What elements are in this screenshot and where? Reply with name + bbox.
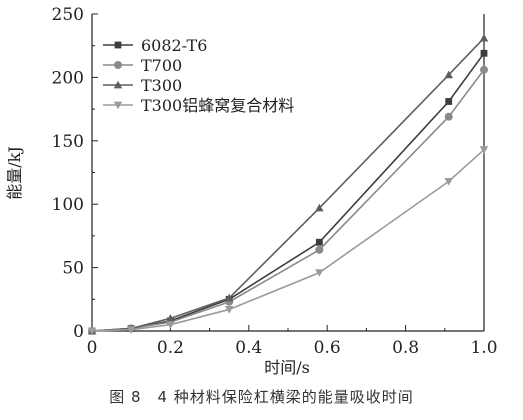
x-tick-label: 0.2 [157, 338, 184, 358]
data-point [479, 33, 489, 42]
data-point [166, 321, 175, 329]
y-tick-label: 200 [52, 68, 84, 88]
data-point [87, 327, 97, 336]
data-point [479, 146, 489, 154]
legend-label: T700 [141, 56, 182, 75]
x-tick-label: 0 [87, 338, 98, 358]
x-tick-label: 0.6 [314, 338, 341, 358]
legend-marker [113, 80, 123, 89]
legend-item: T700 [103, 56, 182, 75]
data-point [444, 70, 453, 79]
data-point [126, 326, 136, 334]
x-tick-label: 1.0 [470, 338, 497, 358]
figure-caption: 图 8 4 种材料保险杠横梁的能量吸收时间 [109, 388, 414, 406]
data-point [315, 238, 323, 246]
data-point [315, 203, 324, 212]
series-layer [87, 33, 489, 336]
data-point [166, 314, 175, 322]
y-tick-label: 250 [52, 5, 84, 25]
data-point [444, 177, 453, 186]
data-point [315, 245, 324, 254]
y-tick-label: 150 [52, 132, 84, 152]
data-point [224, 306, 234, 314]
y-axis-label: 能量/kJ [5, 146, 24, 200]
data-point [224, 293, 234, 302]
legend-item: T300铝蜂窝复合材料 [103, 96, 294, 115]
legend-marker [114, 41, 122, 49]
data-point [445, 98, 453, 105]
data-point [444, 112, 453, 121]
y-tick-label: 0 [73, 322, 84, 342]
data-point [480, 65, 488, 74]
legend-label: T300 [141, 76, 182, 95]
x-tick-label: 0.4 [235, 338, 262, 358]
x-axis-label: 时间/s [264, 358, 310, 377]
legend-item: T300 [103, 76, 182, 95]
data-point [315, 269, 324, 277]
axes: 0 50 100 150 200 250 0 0.2 0.4 0.6 0.8 1.0 [52, 5, 498, 358]
y-tick-label: 50 [62, 259, 84, 279]
legend-marker [113, 101, 123, 110]
legend-item: 6082-T6 [103, 36, 207, 55]
x-tick-label: 0.8 [392, 338, 419, 358]
series-4 [87, 146, 489, 336]
legend-label: 6082-T6 [141, 36, 207, 55]
legend-label: T300铝蜂窝复合材料 [141, 96, 294, 115]
legend-marker [114, 61, 122, 69]
data-point [480, 49, 488, 57]
y-tick-label: 100 [52, 195, 84, 215]
